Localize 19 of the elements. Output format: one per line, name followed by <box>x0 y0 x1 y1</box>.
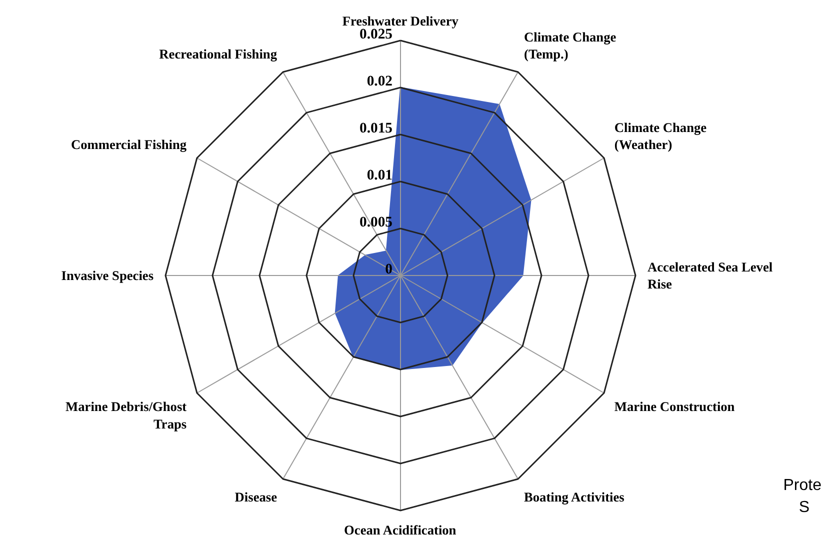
y-tick-label: 0.025 <box>360 26 393 42</box>
y-tick-label: 0.01 <box>366 168 393 184</box>
spoke-label: Freshwater Delivery <box>342 14 459 28</box>
spoke-label: Climate Change (Temp.) <box>524 29 616 62</box>
text: S <box>798 499 810 516</box>
spoke-label: Recreational Fishing <box>159 46 278 62</box>
spoke-label: Disease <box>234 489 278 504</box>
spoke-label: Accelerated Sea Level Rise <box>648 259 773 292</box>
text: Prote <box>783 477 822 494</box>
spoke-label: Invasive Species <box>61 268 154 283</box>
y-tick-label: 0 <box>385 262 392 278</box>
y-tick-label: 0.015 <box>360 120 393 136</box>
spoke-label: Commercial Fishing <box>70 137 187 152</box>
spoke-label: Climate Change (Weather) <box>614 120 707 152</box>
spoke-label: Ocean Acidification <box>344 522 457 538</box>
spoke-label: Marine Construction <box>614 399 736 414</box>
y-tick-label: 0.02 <box>366 74 393 90</box>
spoke-label: Marine Debris/Ghost Traps <box>66 399 188 432</box>
spoke-label: Boating Activities <box>524 489 624 504</box>
